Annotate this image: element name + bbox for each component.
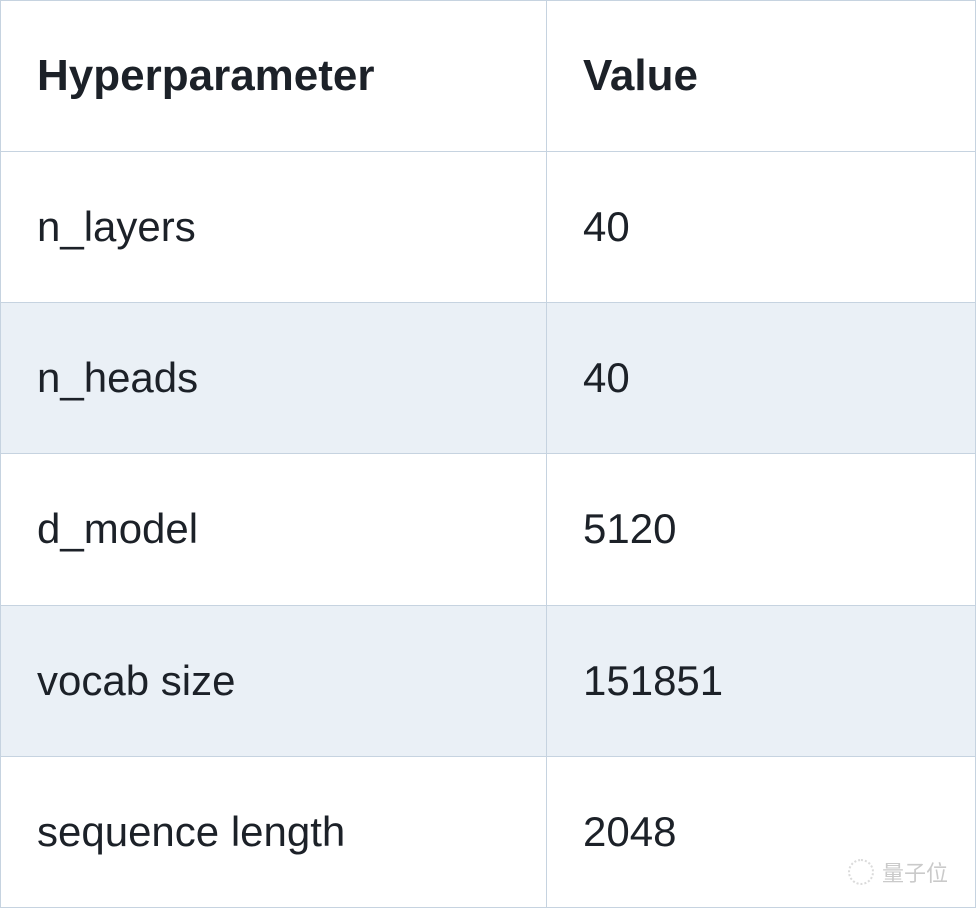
cell-value: 40 bbox=[547, 152, 976, 303]
cell-value: 151851 bbox=[547, 605, 976, 756]
hyperparameter-table: Hyperparameter Value n_layers 40 n_heads… bbox=[0, 0, 976, 908]
hyperparameter-table-container: Hyperparameter Value n_layers 40 n_heads… bbox=[0, 0, 976, 908]
column-header-value: Value bbox=[547, 1, 976, 152]
table-row: vocab size 151851 bbox=[1, 605, 976, 756]
cell-param: sequence length bbox=[1, 756, 547, 907]
cell-value: 5120 bbox=[547, 454, 976, 605]
cell-value: 2048 bbox=[547, 756, 976, 907]
table-row: n_layers 40 bbox=[1, 152, 976, 303]
cell-param: vocab size bbox=[1, 605, 547, 756]
table-header-row: Hyperparameter Value bbox=[1, 1, 976, 152]
cell-param: n_layers bbox=[1, 152, 547, 303]
cell-param: d_model bbox=[1, 454, 547, 605]
table-row: n_heads 40 bbox=[1, 303, 976, 454]
cell-value: 40 bbox=[547, 303, 976, 454]
cell-param: n_heads bbox=[1, 303, 547, 454]
table-row: sequence length 2048 bbox=[1, 756, 976, 907]
column-header-hyperparameter: Hyperparameter bbox=[1, 1, 547, 152]
table-row: d_model 5120 bbox=[1, 454, 976, 605]
